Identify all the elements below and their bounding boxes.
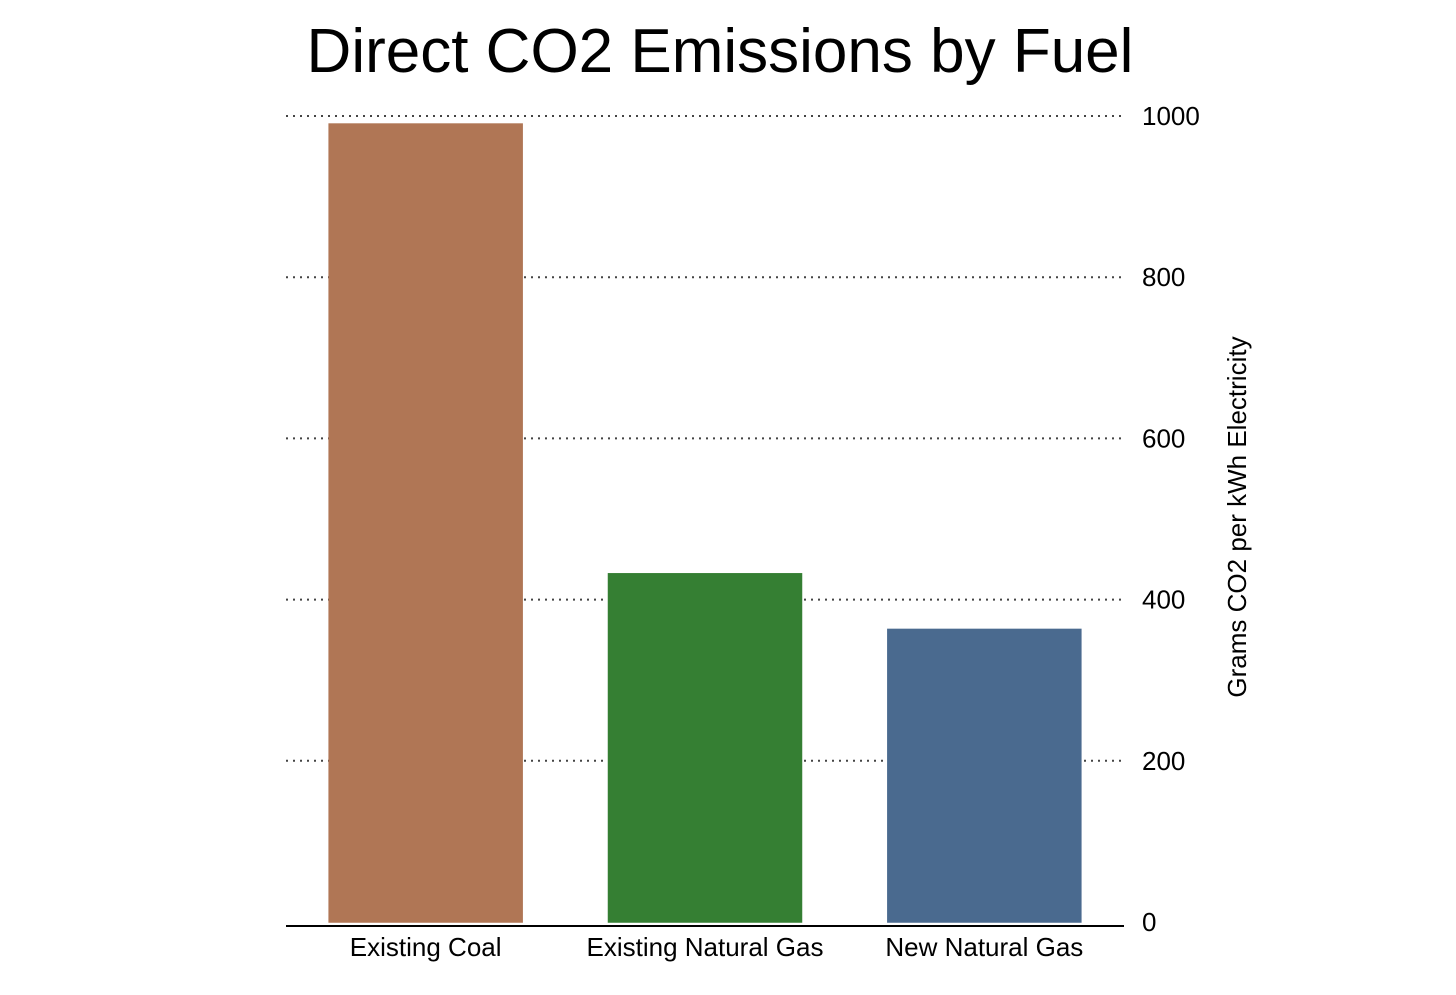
- x-tick-label-existing-natural-gas: Existing Natural Gas: [587, 932, 824, 962]
- y-tick-labels: 0 200 400 600 800 1000: [1142, 101, 1200, 937]
- y-axis-title: Grams CO2 per kWh Electricity: [1222, 336, 1252, 697]
- y-tick-label-400: 400: [1142, 585, 1185, 615]
- chart-title: Direct CO2 Emissions by Fuel: [306, 17, 1134, 86]
- bars: [328, 123, 1082, 923]
- y-tick-label-800: 800: [1142, 262, 1185, 292]
- bar-existing-coal: [328, 123, 523, 923]
- category-labels: Existing Coal Existing Natural Gas New Nat…: [350, 932, 1084, 962]
- y-tick-label-600: 600: [1142, 423, 1185, 453]
- x-tick-label-new-natural-gas: New Natural Gas: [885, 932, 1083, 962]
- x-tick-label-existing-coal: Existing Coal: [350, 932, 502, 962]
- y-tick-label-200: 200: [1142, 746, 1185, 776]
- y-tick-label-0: 0: [1142, 907, 1156, 937]
- bar-new-natural-gas: [887, 628, 1082, 923]
- bar-existing-natural-gas: [607, 573, 803, 923]
- y-tick-label-1000: 1000: [1142, 101, 1200, 131]
